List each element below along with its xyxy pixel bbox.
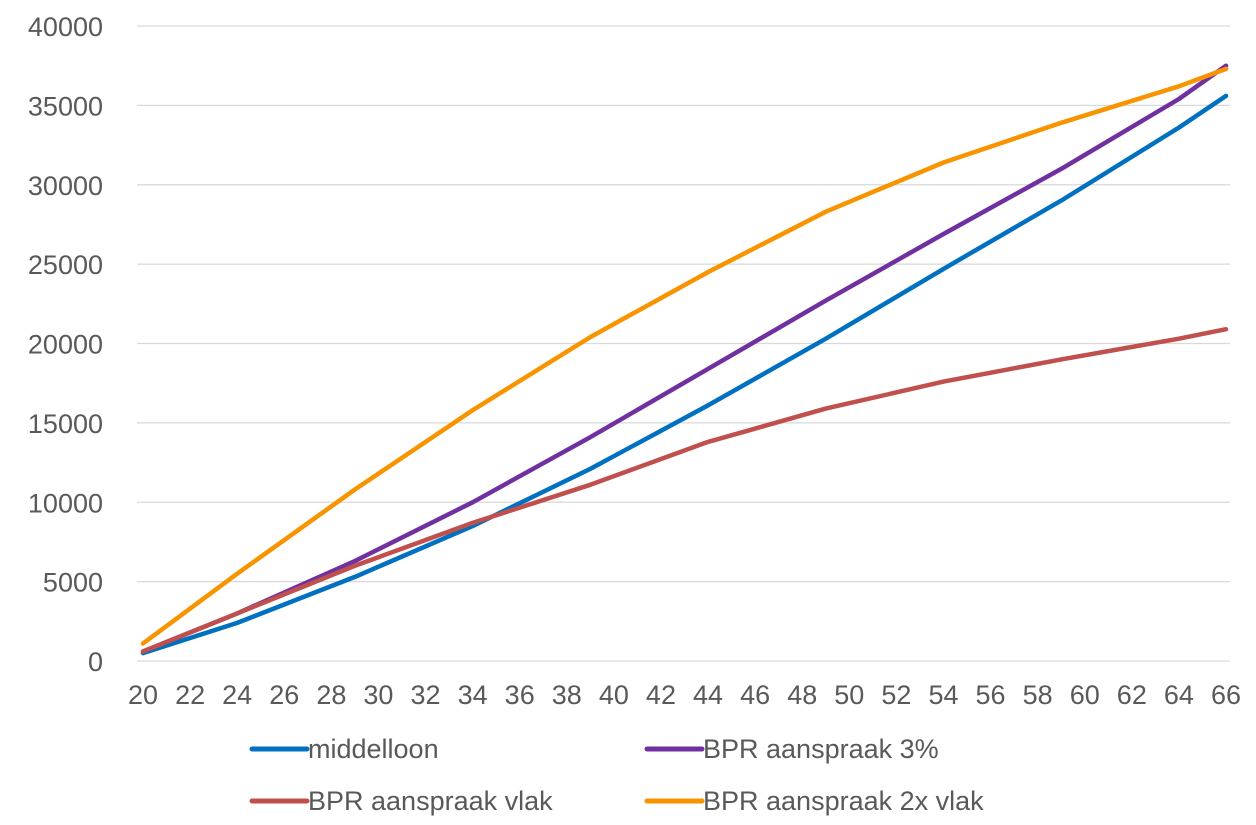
y-axis-ticks: 0 5000 10000 15000 20000 25000 30000 35000 40000 xyxy=(28,12,103,677)
x-tick-label: 42 xyxy=(646,680,676,710)
series-line-bpr-aanspraak-3 xyxy=(140,63,1229,654)
x-tick-label: 26 xyxy=(269,680,299,710)
y-tick-label: 5000 xyxy=(43,568,103,598)
x-tick-label: 54 xyxy=(928,680,958,710)
y-tick-label: 0 xyxy=(88,647,103,677)
y-tick-label: 10000 xyxy=(28,488,103,518)
x-tick-label: 20 xyxy=(128,680,158,710)
legend-label: BPR aanspraak 3% xyxy=(703,734,939,764)
x-tick-label: 44 xyxy=(693,680,723,710)
x-tick-label: 52 xyxy=(881,680,911,710)
y-tick-label: 35000 xyxy=(28,91,103,121)
x-tick-label: 34 xyxy=(458,680,488,710)
y-tick-label: 40000 xyxy=(28,12,103,42)
y-tick-label: 15000 xyxy=(28,409,103,439)
x-tick-label: 60 xyxy=(1070,680,1100,710)
x-tick-label: 48 xyxy=(787,680,817,710)
x-tick-label: 24 xyxy=(222,680,252,710)
y-tick-label: 20000 xyxy=(28,330,103,360)
legend-label: BPR aanspraak 2x vlak xyxy=(703,786,984,816)
x-tick-label: 50 xyxy=(834,680,864,710)
x-tick-label: 30 xyxy=(363,680,393,710)
legend: middelloon BPR aanspraak 3% BPR aanspraak … xyxy=(249,734,984,816)
x-tick-label: 38 xyxy=(552,680,582,710)
x-axis-ticks: 20 22 24 26 28 30 32 34 36 38 40 42 44 46 48 50 52 54 56 58… xyxy=(128,680,1241,710)
legend-item-bpr-aanspraak-3: BPR aanspraak 3% xyxy=(644,734,939,764)
y-tick-label: 25000 xyxy=(28,250,103,280)
x-tick-label: 56 xyxy=(976,680,1006,710)
x-tick-label: 46 xyxy=(740,680,770,710)
series-line-middelloon xyxy=(140,93,1229,656)
x-tick-label: 36 xyxy=(505,680,535,710)
series-lines xyxy=(140,63,1229,656)
series-line-bpr-aanspraak-2x-vlak xyxy=(140,66,1229,646)
y-tick-label: 30000 xyxy=(28,171,103,201)
legend-item-bpr-aanspraak-vlak: BPR aanspraak vlak xyxy=(249,786,553,816)
x-tick-label: 32 xyxy=(410,680,440,710)
legend-item-bpr-aanspraak-2x-vlak: BPR aanspraak 2x vlak xyxy=(644,786,984,816)
series-line-bpr-aanspraak-vlak xyxy=(140,326,1229,654)
legend-label: middelloon xyxy=(308,734,439,764)
x-tick-label: 28 xyxy=(316,680,346,710)
x-tick-label: 64 xyxy=(1164,680,1194,710)
x-tick-label: 40 xyxy=(599,680,629,710)
x-tick-label: 62 xyxy=(1117,680,1147,710)
legend-item-middelloon: middelloon xyxy=(249,734,439,764)
x-tick-label: 22 xyxy=(175,680,205,710)
x-tick-label: 58 xyxy=(1023,680,1053,710)
legend-label: BPR aanspraak vlak xyxy=(308,786,553,816)
x-tick-label: 66 xyxy=(1211,680,1241,710)
